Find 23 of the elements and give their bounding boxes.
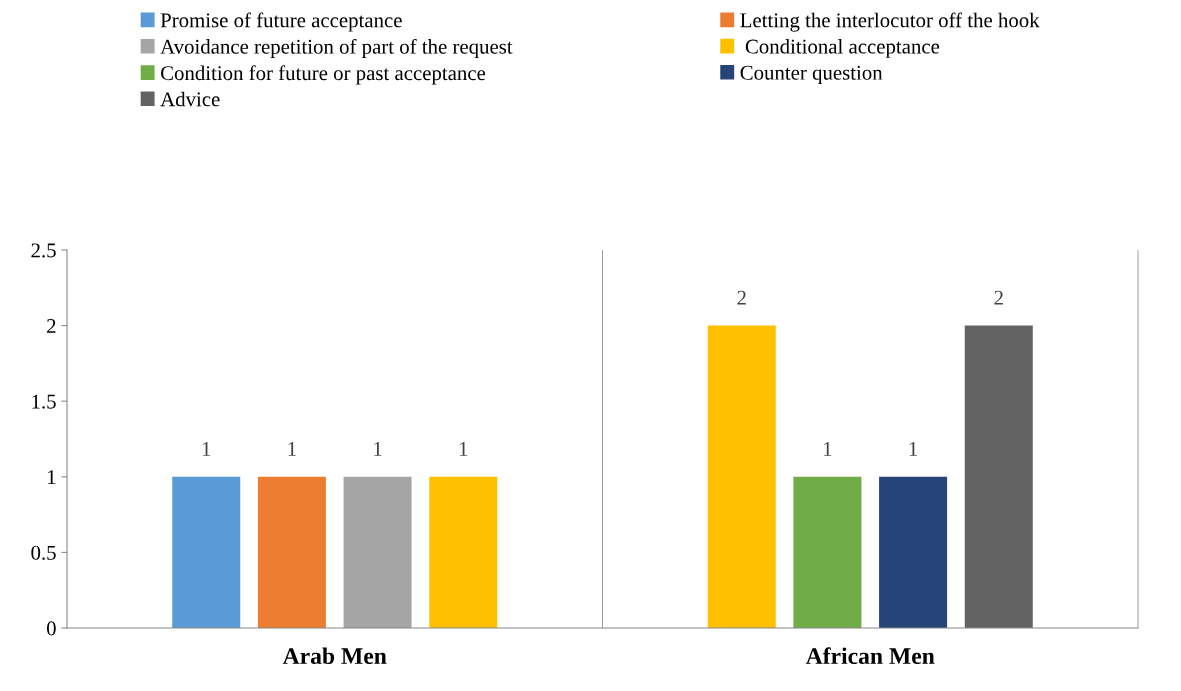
data-label: 1 <box>374 441 382 456</box>
data-label: 2 <box>994 290 1003 305</box>
data-label: 1 <box>459 441 468 456</box>
y-tick-label: 1.5 <box>32 394 56 409</box>
data-label: 1 <box>288 441 296 456</box>
legend-label: Counter question <box>740 65 883 85</box>
x-tick-label: Arab Men <box>282 647 387 665</box>
data-label: 1 <box>909 441 918 456</box>
data-label: 2 <box>737 290 746 305</box>
legend-label: Promise of future acceptance <box>160 12 402 32</box>
y-tick-label: 2 <box>47 319 56 333</box>
data-label: 1 <box>202 441 211 456</box>
y-tick-label: 0.5 <box>31 545 56 560</box>
x-tick-label: African Men <box>805 647 935 665</box>
y-tick-label: 2.5 <box>31 243 56 258</box>
legend-label: Conditional acceptance <box>745 38 940 58</box>
y-tick-label: 0 <box>46 621 56 636</box>
legend-label: Avoidance repetition of part of the request <box>160 38 513 58</box>
legend-label: Advice <box>160 91 220 107</box>
y-tick-label: 1 <box>48 470 56 485</box>
data-label: 1 <box>824 441 832 456</box>
legend-label: Condition for future or past acceptance <box>160 65 486 85</box>
legend-label: Letting the interlocutor off the hook <box>740 12 1040 32</box>
